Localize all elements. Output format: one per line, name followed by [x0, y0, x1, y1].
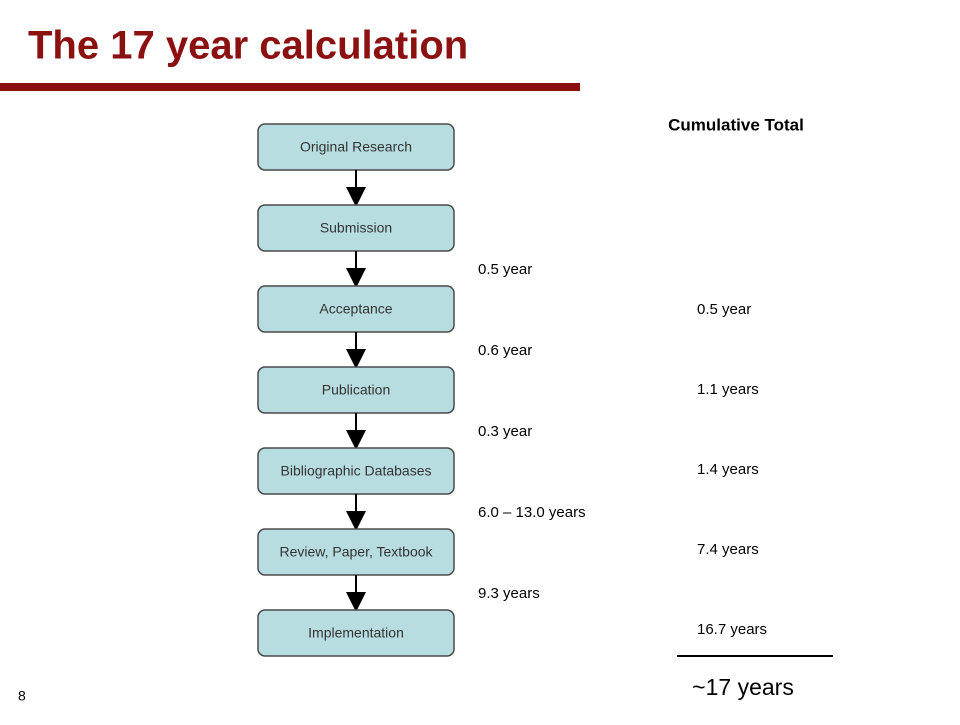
- step-label: Bibliographic Databases: [281, 463, 432, 479]
- step-label: Submission: [320, 220, 392, 236]
- interval: 0.5 year: [478, 261, 532, 278]
- cumulative-value: 1.4 years: [697, 461, 759, 478]
- step-label: Publication: [322, 382, 391, 398]
- step-label: Implementation: [308, 625, 404, 641]
- interval: 6.0 – 13.0 years: [478, 504, 586, 521]
- total: ~17 years: [692, 674, 794, 700]
- flow: Original Research Submission Acceptance Pub…: [257, 123, 767, 657]
- page-number: 8: [18, 688, 26, 704]
- step-box: [257, 609, 455, 657]
- step-label: Review, Paper, Textbook: [279, 544, 433, 560]
- step-label: Original Research: [300, 139, 412, 155]
- cumulative-header: Cumulative Total: [668, 115, 804, 134]
- title: The 17 year calculation: [28, 24, 468, 68]
- cumulative-value: 1.1 years: [697, 381, 759, 398]
- interval: 9.3 years: [478, 585, 540, 602]
- title-rule: [0, 83, 580, 91]
- interval: 0.6 year: [478, 342, 532, 359]
- step-label: Acceptance: [319, 301, 392, 317]
- cumulative-value: 0.5 year: [697, 301, 751, 318]
- cumulative-value: 16.7 years: [697, 621, 767, 638]
- cumulative-value: 7.4 years: [697, 541, 759, 558]
- interval: 0.3 year: [478, 423, 532, 440]
